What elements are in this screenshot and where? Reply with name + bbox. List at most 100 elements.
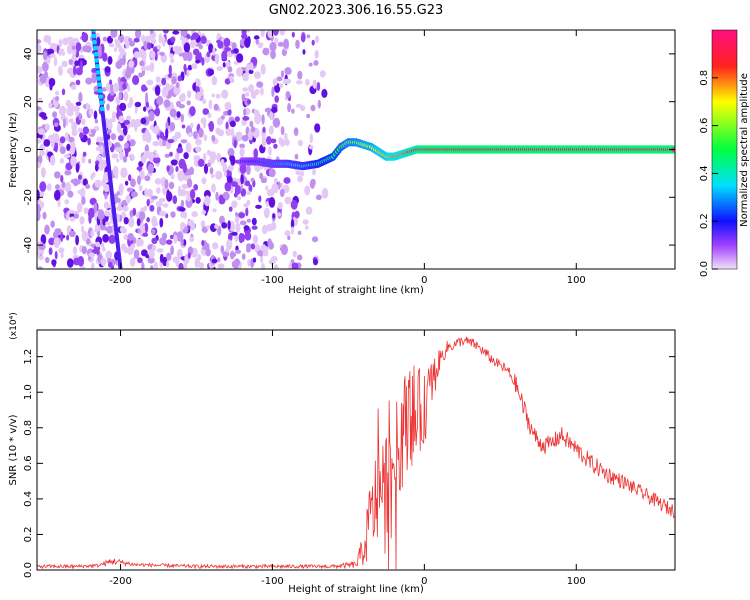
noise-speck (253, 71, 261, 79)
noise-speck (124, 146, 129, 158)
noise-speck (182, 262, 188, 269)
noise-speck (73, 105, 80, 112)
colorbar: 0.0 0.2 0.4 0.6 0.8 Normalized spectral ampl… (699, 29, 750, 277)
noise-speck (157, 50, 161, 56)
noise-speck (242, 116, 250, 121)
noise-speck (305, 206, 313, 215)
noise-speck (175, 82, 180, 89)
noise-speck (68, 209, 75, 214)
noise-speck (91, 72, 97, 84)
noise-speck (123, 125, 128, 136)
noise-speck (155, 76, 161, 83)
noise-speck (90, 129, 97, 135)
noise-speck (222, 163, 228, 173)
noise-speck (61, 88, 66, 96)
noise-speck (234, 116, 240, 122)
noise-speck (231, 200, 238, 208)
noise-speck (161, 36, 166, 47)
noise-speck (183, 53, 188, 61)
diagonal-trace-point (97, 88, 103, 94)
noise-speck (293, 127, 299, 136)
noise-speck (105, 250, 113, 260)
noise-speck (180, 221, 186, 230)
noise-speck (260, 63, 266, 75)
noise-speck (118, 91, 123, 101)
noise-speck (211, 93, 215, 98)
noise-speck (268, 125, 274, 135)
noise-speck (49, 83, 53, 91)
noise-speck (43, 35, 51, 43)
noise-speck (217, 257, 221, 263)
noise-speck (233, 192, 238, 198)
noise-speck (46, 48, 55, 55)
noise-speck (229, 163, 233, 172)
noise-speck (122, 155, 128, 163)
noise-speck (188, 132, 192, 138)
noise-speck (52, 111, 58, 118)
noise-speck (39, 191, 45, 198)
noise-speck (235, 212, 239, 217)
noise-speck (180, 139, 188, 144)
noise-speck (115, 146, 121, 153)
noise-speck (189, 189, 196, 200)
noise-speck (53, 147, 58, 152)
noise-speck (90, 230, 95, 237)
noise-speck (228, 206, 233, 212)
spectrogram-ytick-label: -20 (23, 189, 34, 205)
noise-speck (250, 243, 256, 250)
noise-speck (155, 187, 161, 194)
noise-speck (246, 218, 252, 223)
noise-speck (262, 251, 269, 257)
noise-speck (207, 112, 212, 119)
noise-speck (202, 108, 209, 115)
noise-speck (191, 63, 198, 70)
diagonal-trace (91, 30, 123, 269)
noise-speck (77, 127, 83, 133)
noise-speck (154, 153, 159, 158)
spectrogram-xtick-label: -100 (261, 275, 284, 286)
noise-speck (233, 48, 239, 54)
noise-speck (285, 91, 291, 99)
noise-speck (139, 169, 145, 180)
noise-speck (176, 248, 183, 260)
snr-panel: -200 -100 0 100 0.0 0.2 0.4 0.6 0.8 1.0 1.2 Height… (8, 312, 676, 595)
diagonal-trace-point (94, 57, 100, 63)
noise-speck (123, 91, 129, 102)
noise-speck (239, 164, 247, 174)
noise-speck (148, 110, 155, 122)
noise-speck (227, 224, 231, 230)
spectrogram-xtick-label: 0 (421, 275, 427, 286)
noise-speck (295, 103, 302, 108)
snr-ytick-label: 1.2 (23, 349, 34, 365)
noise-speck (270, 49, 276, 60)
noise-speck (156, 248, 164, 253)
noise-speck (265, 185, 269, 191)
noise-speck (159, 51, 165, 57)
noise-speck (311, 236, 319, 243)
noise-speck (145, 101, 150, 108)
noise-speck (122, 54, 126, 66)
noise-speck (267, 30, 274, 39)
noise-speck (170, 245, 175, 256)
noise-speck (136, 218, 141, 227)
noise-speck (68, 136, 75, 143)
noise-speck (264, 165, 268, 171)
noise-speck (123, 247, 129, 254)
noise-speck (206, 149, 211, 156)
noise-speck (66, 258, 74, 268)
noise-speck (261, 114, 265, 125)
noise-speck (137, 228, 141, 234)
noise-speck (224, 78, 231, 85)
noise-speck (128, 216, 135, 228)
noise-speck (79, 132, 84, 139)
noise-speck (271, 106, 278, 113)
noise-speck (217, 129, 225, 137)
noise-speck (77, 174, 82, 180)
noise-speck (273, 264, 279, 269)
spectrogram-xtick-label: -200 (109, 275, 132, 286)
noise-speck (126, 187, 133, 193)
noise-speck (66, 211, 70, 222)
noise-speck (204, 195, 211, 207)
noise-speck (261, 136, 267, 148)
